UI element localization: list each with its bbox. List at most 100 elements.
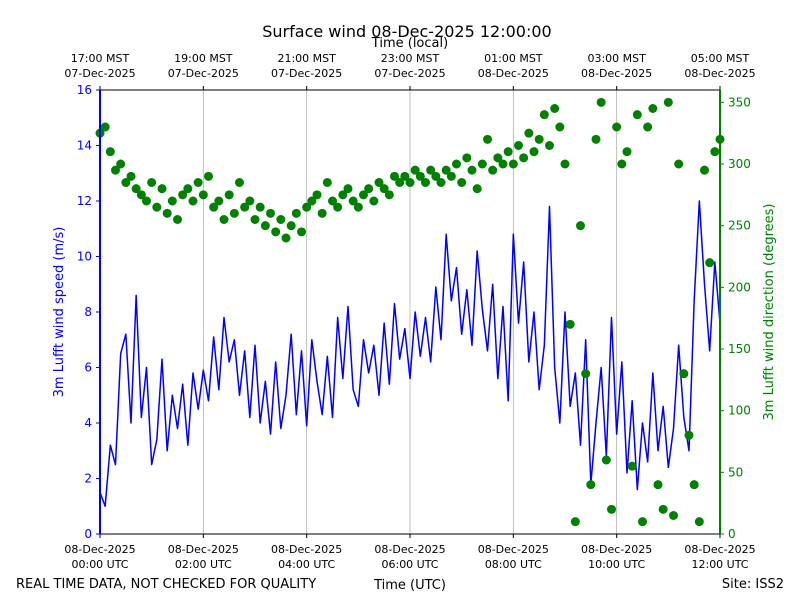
direction-point bbox=[560, 159, 570, 169]
direction-point bbox=[555, 122, 565, 132]
direction-point bbox=[260, 221, 270, 231]
direction-point bbox=[565, 319, 575, 329]
x2-tick-label: 23:00 MST 07-Dec-2025 bbox=[374, 52, 445, 80]
x2-tick-label-line: 21:00 MST bbox=[277, 52, 336, 65]
direction-point bbox=[198, 190, 208, 200]
x-tick-label-line: 02:00 UTC bbox=[175, 558, 232, 571]
direction-point bbox=[710, 147, 720, 157]
site-label: Site: ISS2 bbox=[722, 577, 784, 592]
direction-point bbox=[374, 178, 384, 187]
direction-point bbox=[214, 196, 224, 206]
x2-tick-label-line: 08-Dec-2025 bbox=[684, 67, 755, 80]
direction-point bbox=[622, 147, 632, 157]
direction-point bbox=[142, 196, 151, 206]
direction-point bbox=[209, 202, 219, 212]
x-tick-label-line: 08-Dec-2025 bbox=[64, 543, 135, 556]
direction-point bbox=[508, 159, 518, 169]
direction-point bbox=[700, 165, 709, 175]
direction-point bbox=[224, 190, 234, 200]
direction-point bbox=[235, 178, 244, 187]
direction-point bbox=[519, 153, 529, 163]
direction-point bbox=[364, 184, 374, 194]
x2-tick-label-line: 07-Dec-2025 bbox=[271, 67, 342, 80]
direction-point bbox=[679, 369, 689, 379]
direction-point bbox=[596, 97, 606, 107]
x-tick-label-line: 08-Dec-2025 bbox=[168, 543, 239, 556]
direction-point bbox=[307, 196, 317, 206]
direction-point bbox=[643, 122, 653, 132]
direction-point bbox=[415, 171, 425, 181]
x2-tick-label: 03:00 MST 08-Dec-2025 bbox=[581, 52, 652, 80]
direction-point bbox=[250, 215, 260, 224]
direction-point bbox=[255, 202, 265, 212]
direction-point bbox=[369, 196, 379, 206]
direction-point bbox=[607, 504, 616, 514]
direction-point bbox=[539, 110, 549, 120]
y2-tick-label: 0 bbox=[728, 527, 736, 541]
direction-point bbox=[524, 128, 534, 138]
direction-point bbox=[653, 480, 663, 490]
direction-point bbox=[348, 196, 358, 206]
direction-point bbox=[162, 208, 172, 218]
chart-title: Surface wind 08-Dec-2025 12:00:00 bbox=[262, 22, 551, 41]
direction-point bbox=[689, 480, 699, 490]
direction-point bbox=[648, 104, 658, 113]
y-tick-label: 0 bbox=[84, 527, 92, 541]
direction-point bbox=[498, 159, 508, 169]
direction-point bbox=[240, 202, 250, 212]
y2-tick-label: 250 bbox=[728, 219, 751, 233]
x-tick-label-line: 08-Dec-2025 bbox=[581, 543, 652, 556]
x-tick-label: 08-Dec-2025 02:00 UTC bbox=[168, 543, 239, 571]
x-tick-label: 08-Dec-2025 08:00 UTC bbox=[478, 543, 549, 571]
direction-point bbox=[462, 153, 472, 163]
direction-point bbox=[245, 196, 255, 206]
direction-point bbox=[446, 171, 456, 181]
direction-point bbox=[338, 190, 348, 200]
x2-tick-label: 19:00 MST 07-Dec-2025 bbox=[168, 52, 239, 80]
direction-point bbox=[570, 517, 580, 527]
direction-point bbox=[333, 202, 343, 212]
direction-point bbox=[658, 504, 668, 514]
x-tick-label-line: 08-Dec-2025 bbox=[271, 543, 342, 556]
direction-point bbox=[632, 110, 642, 120]
x-tick-label-line: 06:00 UTC bbox=[381, 558, 438, 571]
direction-point bbox=[601, 455, 611, 465]
direction-point bbox=[441, 165, 451, 175]
x-axis-label: Time (UTC) bbox=[373, 578, 446, 593]
y2-tick-label: 100 bbox=[728, 404, 751, 418]
direction-point bbox=[457, 178, 467, 187]
y-tick-label: 10 bbox=[77, 250, 92, 264]
x2-tick-label-line: 03:00 MST bbox=[587, 52, 646, 65]
direction-point bbox=[410, 165, 420, 175]
direction-point bbox=[152, 202, 162, 212]
y2-tick-label: 200 bbox=[728, 280, 751, 294]
direction-point bbox=[157, 184, 167, 194]
direction-point bbox=[586, 480, 596, 490]
y-tick-label: 14 bbox=[77, 139, 92, 153]
direction-point bbox=[219, 215, 229, 224]
direction-point bbox=[663, 97, 673, 107]
direction-point bbox=[684, 430, 694, 440]
y2-tick-label: 300 bbox=[728, 157, 751, 171]
direction-point bbox=[126, 171, 136, 181]
x2-tick-label-line: 01:00 MST bbox=[484, 52, 543, 65]
direction-point bbox=[343, 184, 353, 194]
direction-point bbox=[550, 104, 560, 113]
direction-point bbox=[147, 178, 157, 187]
x2-tick-label-line: 05:00 MST bbox=[691, 52, 750, 65]
direction-point bbox=[545, 141, 554, 150]
direction-point bbox=[400, 171, 410, 181]
direction-point bbox=[483, 134, 492, 144]
direction-point bbox=[111, 165, 120, 175]
y2-tick-label: 150 bbox=[728, 342, 751, 356]
x2-tick-label: 05:00 MST 08-Dec-2025 bbox=[684, 52, 755, 80]
x-tick-label: 08-Dec-2025 10:00 UTC bbox=[581, 543, 652, 571]
direction-point bbox=[390, 171, 399, 181]
direction-point bbox=[100, 122, 110, 132]
direction-point bbox=[271, 227, 281, 237]
direction-point bbox=[612, 122, 622, 132]
direction-point bbox=[452, 159, 461, 169]
direction-point bbox=[534, 134, 544, 144]
direction-point bbox=[178, 190, 188, 200]
direction-point bbox=[617, 159, 627, 169]
